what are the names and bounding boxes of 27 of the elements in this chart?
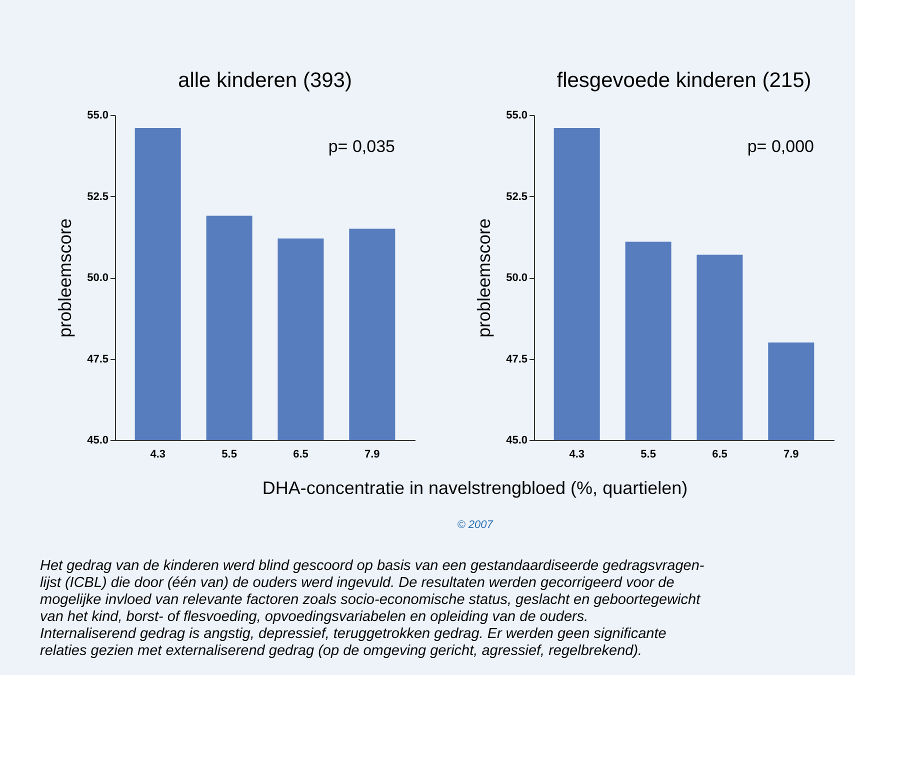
annotation: p= 0,000 xyxy=(747,137,814,156)
x-tick-label: 4.3 xyxy=(569,448,585,460)
text: Het gedrag van de kinderen werd blind gescoord op basis van een gestandaardiseerde gedragsvragen- lijst (ICBL) die door (één van) de ouders werd ingevuld. De resultaten werden gecorrigeerd voor de mogelijke invloed van relevante factoren zoals socio-economische status, geslacht en geboortegewicht van het kind, borst- of flesvoeding, opvoedingsvariabelen en opleiding van de ouders. Internaliserend gedrag is angstig, depressief, teruggetrokken gedrag. Er werden geen significante relaties gezien met externaliserend gedrag (op de omgeving gericht, agressief, regelbrekend). xyxy=(40,558,704,659)
x-tick-label: 7.9 xyxy=(364,448,380,460)
y-tick-label: 45.0 xyxy=(87,434,108,446)
y-tick-label: 52.5 xyxy=(87,190,108,203)
x-tick-label: 4.3 xyxy=(150,448,166,460)
chart-title: flesgevoede kinderen (215) xyxy=(556,69,812,92)
x-tick-label: 5.5 xyxy=(640,448,656,460)
y-tick-label: 50.0 xyxy=(506,272,528,284)
text: © 2007 xyxy=(457,519,494,531)
y-tick-label: 55.0 xyxy=(87,110,108,122)
x-tick-label: 5.5 xyxy=(222,448,237,460)
y-tick-label: 47.5 xyxy=(506,353,528,366)
y-tick-label: 52.5 xyxy=(506,190,528,203)
y-axis-title: probleemscore xyxy=(55,218,76,338)
y-tick-label: 55.0 xyxy=(506,110,528,122)
y-tick-label: 50.0 xyxy=(87,272,108,284)
y-tick-label: 45.0 xyxy=(506,434,528,446)
y-axis-title: probleemscore xyxy=(474,218,494,338)
x-tick-label: 6.5 xyxy=(293,448,308,460)
x-axis-title: DHA-concentratie in navelstrengbloed (%, quartielen) xyxy=(262,478,688,498)
x-tick-label: 7.9 xyxy=(783,448,799,460)
annotation: p= 0,035 xyxy=(328,137,395,156)
y-tick-label: 47.5 xyxy=(87,353,108,366)
x-tick-label: 6.5 xyxy=(712,448,728,460)
chart-title: alle kinderen (393) xyxy=(178,69,352,92)
